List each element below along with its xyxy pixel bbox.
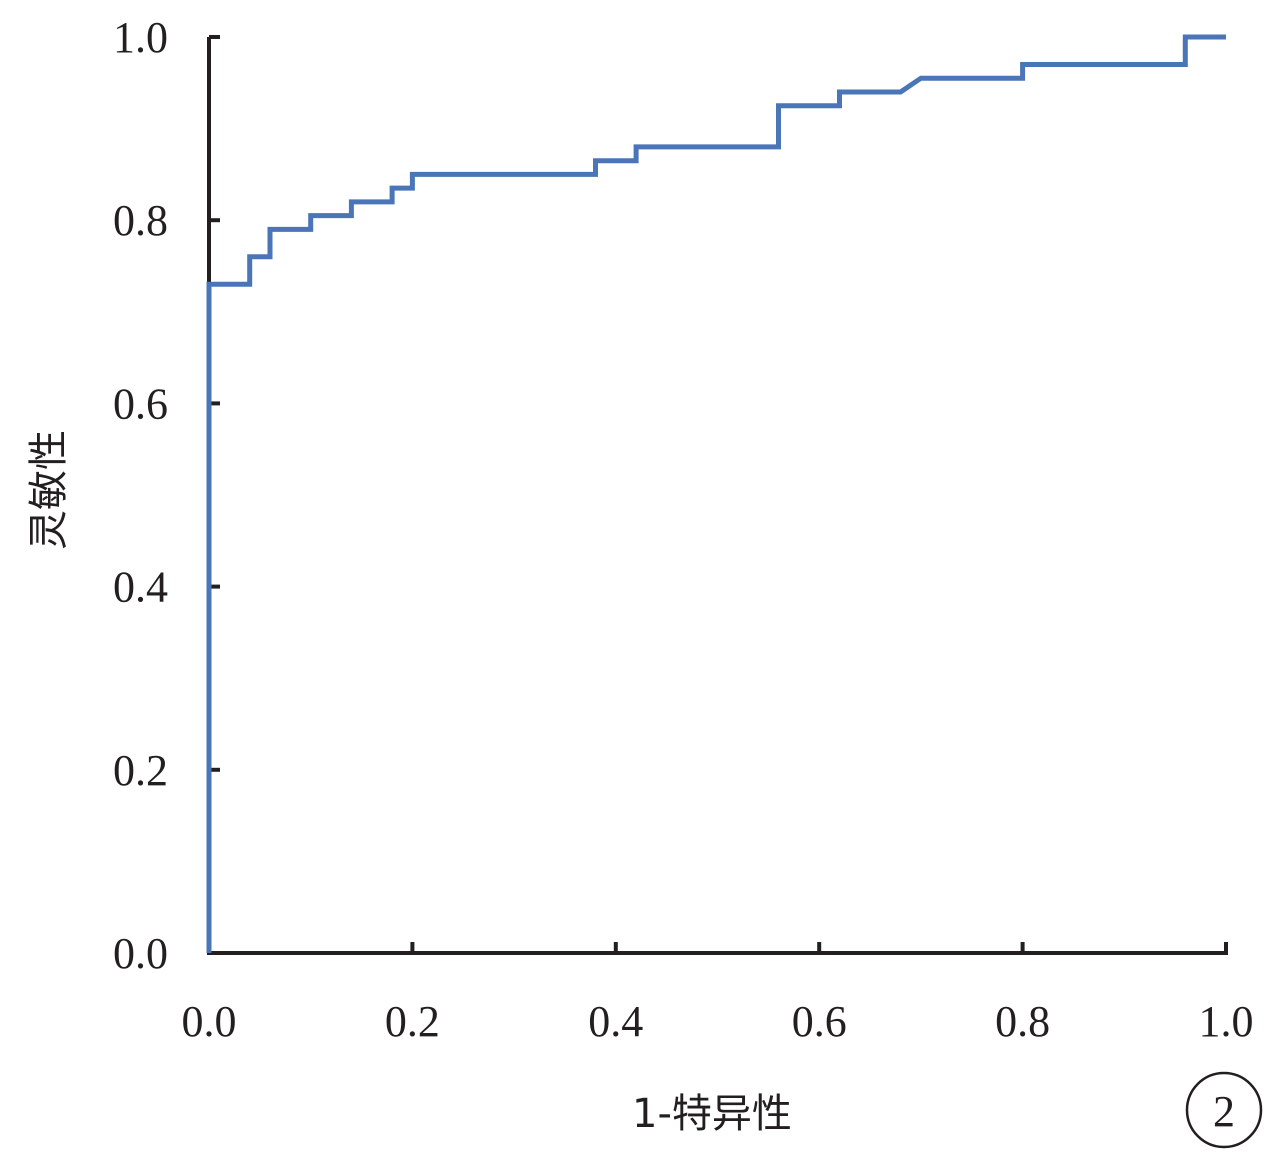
y-tick-label: 0.2: [113, 746, 168, 795]
x-tick-label: 0.6: [792, 997, 847, 1046]
y-tick-label: 0.0: [113, 929, 168, 978]
panel-number-circle: [1185, 1071, 1263, 1149]
y-tick-label: 0.6: [113, 379, 168, 428]
roc-curve-line: [206, 34, 1226, 953]
y-tick-label: 1.0: [113, 13, 168, 62]
x-tick-label: 0.2: [385, 997, 440, 1046]
y-tick-label: 0.8: [113, 196, 168, 245]
y-ticks: 0.0 0.2 0.4 0.6 0.8 1.0: [113, 13, 220, 978]
y-axis-title: 灵敏性: [26, 430, 72, 550]
x-tick-label: 0.8: [995, 997, 1050, 1046]
x-axis-title: 1-特异性: [632, 1091, 792, 1137]
panel-number: 2: [1185, 1071, 1263, 1149]
panel-number-label: 2: [1213, 1087, 1235, 1136]
axes: [207, 37, 1228, 955]
y-tick-label: 0.4: [113, 563, 168, 612]
x-tick-label: 0.0: [182, 997, 237, 1046]
x-ticks: 0.0 0.2 0.4 0.6 0.8 1.0: [182, 942, 1254, 1046]
x-tick-label: 1.0: [1199, 997, 1254, 1046]
x-tick-label: 0.4: [588, 997, 643, 1046]
